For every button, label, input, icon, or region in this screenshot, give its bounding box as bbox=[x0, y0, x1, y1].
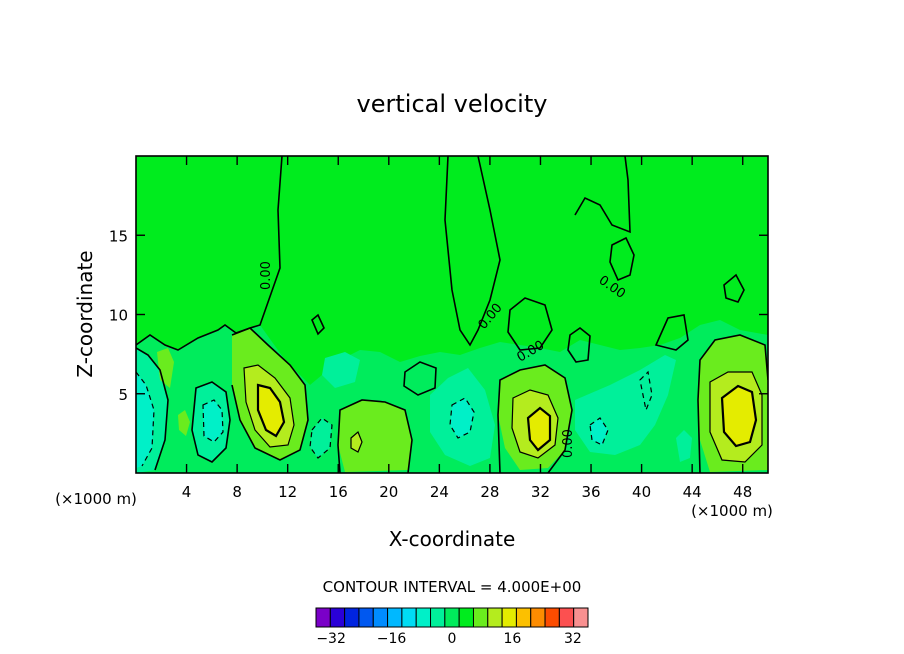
colorbar-swatch bbox=[329, 607, 346, 628]
x-unit-right: (×1000 m) bbox=[691, 502, 773, 520]
contour-label: 0.00 bbox=[561, 429, 576, 458]
contour-line-zero bbox=[444, 156, 501, 347]
contour-line bbox=[256, 383, 286, 438]
x-tick-label: 32 bbox=[531, 483, 550, 501]
contour-line-zero bbox=[191, 381, 231, 463]
contour-line-negative bbox=[589, 417, 609, 446]
x-tick-label: 28 bbox=[480, 483, 499, 501]
contour-region-downdraft-3 bbox=[322, 352, 360, 388]
x-tick-label: 24 bbox=[430, 483, 449, 501]
x-tick-label: 36 bbox=[581, 483, 600, 501]
contour-line-zero bbox=[654, 314, 689, 351]
x-tick-label: 16 bbox=[329, 483, 348, 501]
x-tick-label: 12 bbox=[278, 483, 297, 501]
contour-region-downdraft-2-core bbox=[203, 400, 223, 442]
contour-line-zero bbox=[574, 156, 631, 234]
contour-line-zero bbox=[723, 273, 745, 303]
colorbar-swatch bbox=[515, 607, 532, 628]
plot-area: 0.00 0.00 0.00 0.00 0.00 4 8 12 16 20 24 28 32 3… bbox=[109, 155, 769, 501]
contour-line-negative bbox=[202, 399, 224, 443]
colorbar-swatch bbox=[444, 607, 460, 628]
colorbar-swatch bbox=[501, 607, 517, 628]
colorbar-tick-label: 16 bbox=[504, 631, 522, 647]
colorbar-swatch bbox=[387, 607, 403, 628]
x-tick-label: 4 bbox=[182, 483, 192, 501]
colorbar-swatch bbox=[530, 607, 546, 628]
colorbar-swatch bbox=[315, 607, 331, 628]
contour-fills bbox=[136, 320, 768, 473]
contour-line bbox=[709, 371, 763, 463]
contour-line-zero bbox=[697, 334, 768, 473]
contour-line-zero bbox=[231, 327, 309, 461]
contour-region-downdraft-6-core bbox=[590, 418, 608, 445]
x-tick-label: 48 bbox=[733, 483, 752, 501]
contour-line-negative bbox=[136, 371, 155, 467]
colorbar-tick-label: −32 bbox=[316, 631, 346, 647]
contour-line-zero bbox=[567, 327, 591, 363]
contour-line bbox=[720, 384, 758, 448]
colorbar-swatch bbox=[487, 607, 503, 628]
contour-region-downdraft-5-core bbox=[450, 398, 474, 438]
contour-region-updraft-3-core bbox=[528, 408, 550, 450]
x-tick-label: 8 bbox=[232, 483, 242, 501]
colorbar-swatch bbox=[558, 607, 575, 628]
contour-line bbox=[526, 406, 552, 452]
contour-line bbox=[243, 364, 295, 448]
contour-line bbox=[350, 430, 363, 453]
contour-line-zero bbox=[311, 313, 325, 336]
contour-region-updraft-2-core bbox=[351, 432, 362, 452]
x-tick-label: 20 bbox=[379, 483, 398, 501]
contour-line-zero bbox=[136, 347, 169, 471]
contour-lines bbox=[136, 156, 768, 473]
contour-region-small-cell bbox=[157, 348, 174, 388]
colorbar-tick-label: 0 bbox=[448, 631, 457, 647]
colorbar-swatch bbox=[573, 607, 589, 628]
contour-region-updraft-4-core bbox=[722, 386, 756, 446]
colorbar-swatch bbox=[544, 607, 560, 628]
colorbar-swatch bbox=[430, 607, 446, 628]
colorbar-swatch bbox=[472, 607, 489, 628]
contour-line-zero bbox=[403, 361, 437, 396]
contour-line-zero bbox=[609, 236, 635, 282]
colorbar-tick-label: −16 bbox=[377, 631, 407, 647]
x-unit-left: (×1000 m) bbox=[55, 490, 137, 508]
contour-region-updraft-2-outer bbox=[338, 400, 412, 472]
contour-region-downdraft-7 bbox=[676, 430, 692, 462]
y-axis-title: Z-coordinate bbox=[73, 250, 97, 377]
colorbar-swatch bbox=[458, 607, 474, 628]
chart-title: vertical velocity bbox=[357, 90, 548, 118]
y-tick-label: 10 bbox=[109, 307, 128, 325]
contour-line-zero bbox=[507, 297, 553, 351]
colorbar: −32 −16 0 16 32 bbox=[315, 607, 589, 647]
x-tick-label: 44 bbox=[683, 483, 702, 501]
x-axis-title: X-coordinate bbox=[389, 527, 516, 551]
contour-region-updraft-1-core bbox=[258, 385, 284, 436]
y-tick-label: 5 bbox=[118, 386, 128, 404]
contour-label: 0.00 bbox=[259, 261, 274, 290]
contour-line bbox=[511, 389, 559, 459]
colorbar-swatch bbox=[415, 607, 432, 628]
y-tick-label: 15 bbox=[109, 227, 128, 245]
colorbar-swatch bbox=[372, 607, 389, 628]
contour-line-zero bbox=[136, 156, 283, 351]
x-tick-label: 40 bbox=[632, 483, 651, 501]
contour-interval-text: CONTOUR INTERVAL = 4.000E+00 bbox=[323, 578, 582, 596]
contour-line-zero bbox=[497, 364, 573, 473]
contour-region-downdraft-4 bbox=[310, 418, 332, 458]
colorbar-swatch bbox=[358, 607, 374, 628]
contour-region-small-cell bbox=[178, 410, 190, 436]
colorbar-tick-label: 32 bbox=[564, 631, 582, 647]
colorbar-swatch bbox=[344, 607, 360, 628]
contour-line-zero bbox=[337, 399, 413, 473]
colorbar-swatch bbox=[401, 607, 417, 628]
